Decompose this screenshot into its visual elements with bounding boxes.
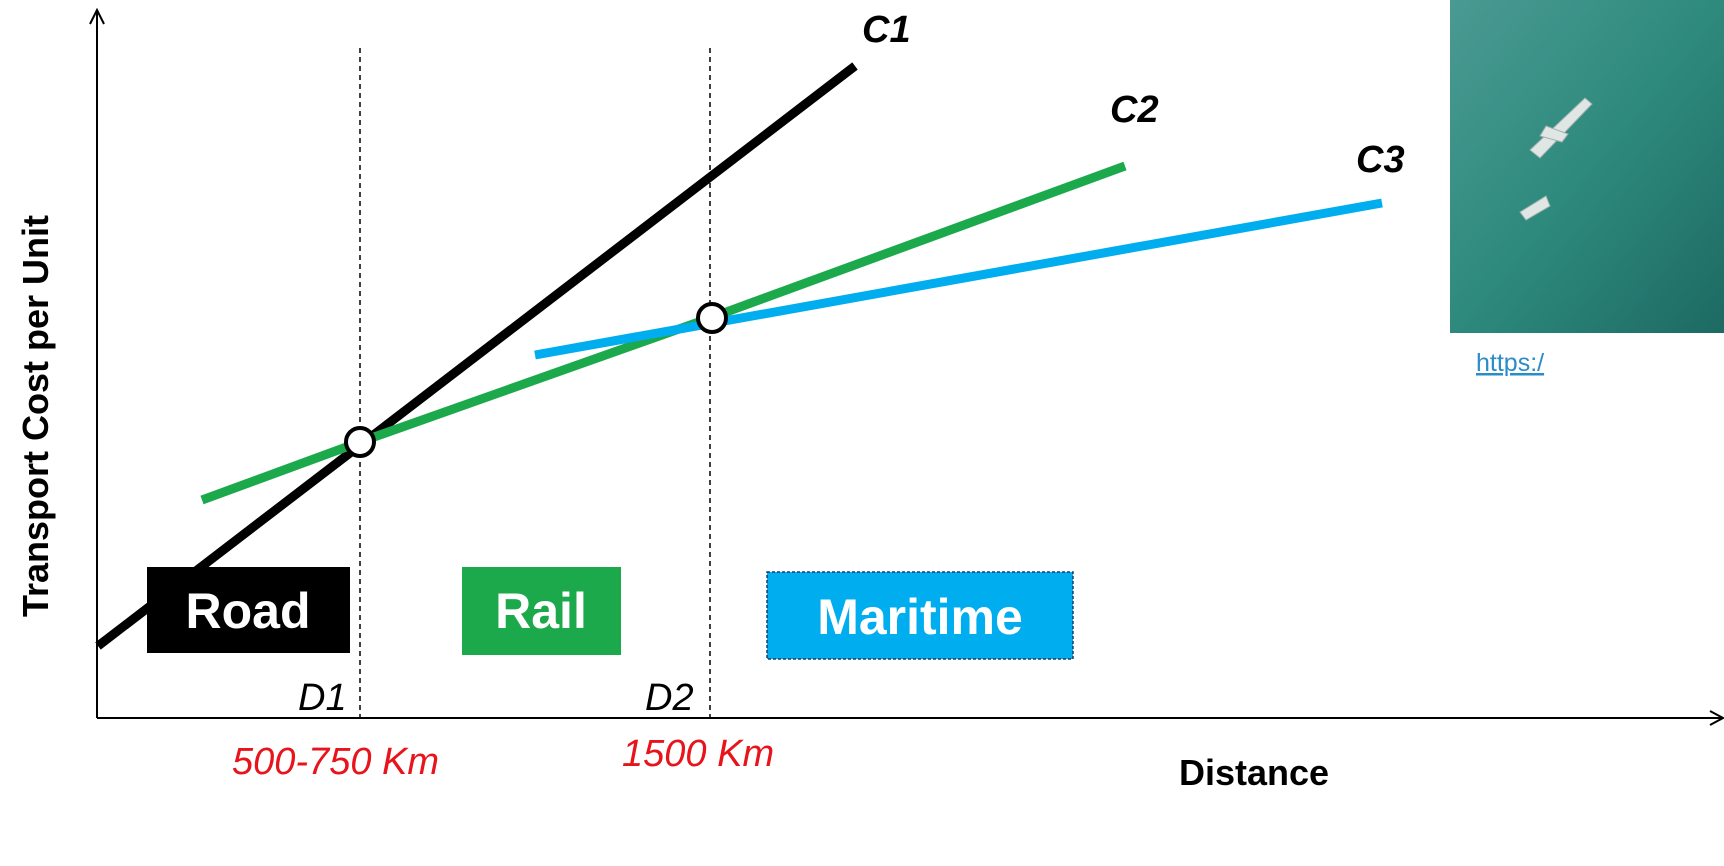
curve-road: [95, 62, 858, 650]
mode-box-road: Road: [147, 567, 350, 653]
mode-label-road: Road: [186, 583, 311, 639]
distance-label-d1: 500-750 Km: [232, 741, 439, 783]
curve-label-c2: C2: [1110, 89, 1159, 131]
y-axis-title: Transport Cost per Unit: [15, 215, 56, 617]
intersection-d2-marker: [696, 302, 728, 334]
axes: [89, 7, 1724, 726]
mode-box-maritime: Maritime: [766, 571, 1074, 660]
mode-box-rail: Rail: [462, 567, 621, 655]
intersection-d1-marker: [344, 426, 376, 458]
curve-label-c1: C1: [862, 9, 911, 51]
photo-link[interactable]: https:/: [1476, 349, 1544, 377]
x-axis-title: Distance: [1179, 752, 1329, 793]
mode-label-rail: Rail: [495, 583, 587, 639]
threshold-label-d1: D1: [298, 677, 347, 719]
airplane-icon: [1519, 97, 1593, 221]
airplane-photo: [1450, 0, 1724, 333]
curve-label-c3: C3: [1356, 139, 1405, 181]
curve-maritime: [534, 198, 1383, 360]
threshold-label-d2: D2: [645, 677, 694, 719]
y-axis-arrowhead: [89, 7, 105, 25]
mode-label-maritime: Maritime: [817, 589, 1023, 645]
distance-label-d2: 1500 Km: [622, 733, 774, 775]
curve-rail: [200, 161, 1127, 505]
x-axis-arrowhead: [1709, 710, 1724, 726]
